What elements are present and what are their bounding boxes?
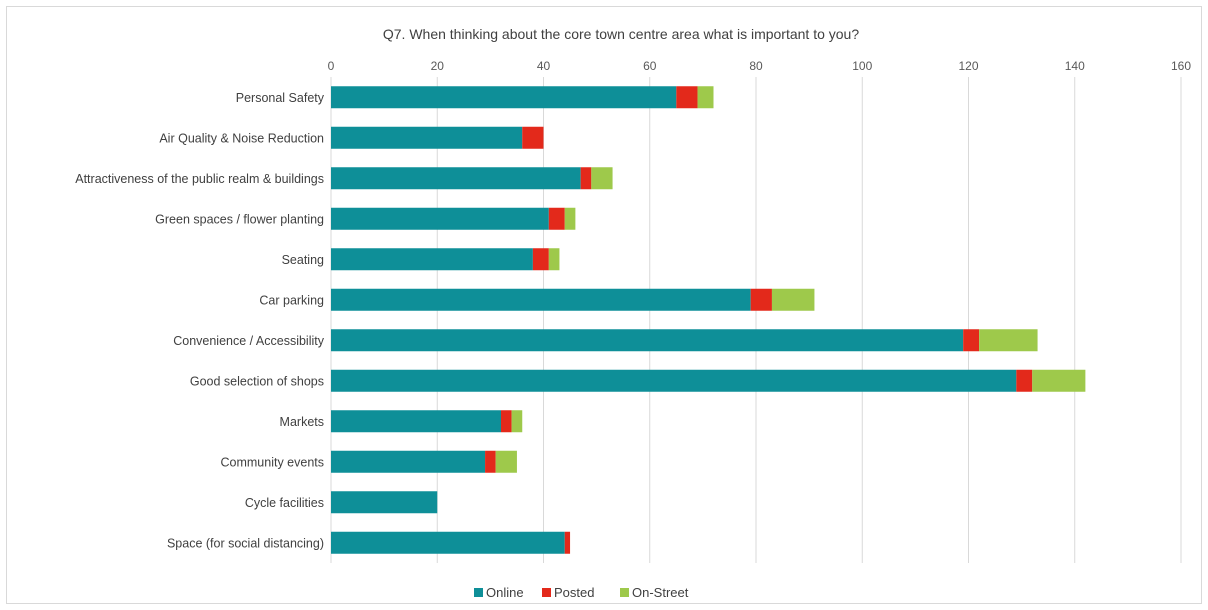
bar-on-street (771, 288, 815, 311)
x-tick-label: 140 (1065, 59, 1085, 73)
category-labels: Personal Safety Air Quality & Noise Reduc… (75, 91, 324, 551)
x-tick-label: 40 (537, 59, 551, 73)
legend-label: On-Street (632, 585, 689, 600)
legend: Online Posted On-Street (474, 585, 689, 600)
bar-posted (532, 248, 549, 271)
bar-posted (580, 167, 592, 190)
category-label: Seating (282, 253, 324, 267)
bar-posted (1016, 369, 1033, 392)
category-label: Air Quality & Noise Reduction (159, 131, 324, 145)
bar-online (331, 207, 549, 230)
grid-layer (330, 77, 1182, 563)
x-tick-label: 160 (1171, 59, 1191, 73)
bar-online (331, 167, 581, 190)
x-tick-label: 100 (852, 59, 872, 73)
bar-online (331, 531, 565, 554)
legend-swatch (542, 588, 551, 597)
bar-online (331, 450, 486, 473)
bar-on-street (979, 329, 1038, 352)
chart-title: Q7. When thinking about the core town ce… (383, 26, 859, 42)
category-label: Green spaces / flower planting (155, 212, 324, 226)
category-label: Convenience / Accessibility (173, 334, 325, 348)
x-tick-label: 80 (749, 59, 763, 73)
bar-on-street (511, 410, 523, 433)
x-tick-labels: 0 20 40 60 80 100 120 140 160 (328, 59, 1192, 73)
bar-online (331, 369, 1017, 392)
bar-on-street (697, 86, 714, 109)
category-label: Personal Safety (236, 91, 325, 105)
bar-posted (564, 531, 571, 554)
bar-online (331, 491, 438, 514)
bar-on-street (1032, 369, 1086, 392)
category-label: Car parking (259, 293, 324, 307)
bar-posted (548, 207, 565, 230)
x-tick-label: 120 (958, 59, 978, 73)
bar-posted (750, 288, 772, 311)
category-label: Space (for social distancing) (167, 536, 324, 550)
bar-on-street (495, 450, 517, 473)
category-label: Community events (220, 455, 324, 469)
category-label: Attractiveness of the public realm & bui… (75, 172, 324, 186)
x-tick-label: 20 (431, 59, 445, 73)
category-label: Markets (280, 415, 324, 429)
legend-swatch (474, 588, 483, 597)
bar-online (331, 86, 677, 109)
bar-online (331, 248, 533, 271)
bar-on-street (591, 167, 613, 190)
bar-on-street (548, 248, 560, 271)
legend-label: Online (486, 585, 524, 600)
bar-posted (676, 86, 698, 109)
legend-label: Posted (554, 585, 594, 600)
chart-frame: Q7. When thinking about the core town ce… (6, 6, 1202, 604)
x-tick-label: 60 (643, 59, 657, 73)
bar-online (331, 329, 964, 352)
chart: Q7. When thinking about the core town ce… (75, 26, 1192, 600)
bar-posted (963, 329, 980, 352)
legend-swatch (620, 588, 629, 597)
bar-online (331, 288, 751, 311)
bar-posted (501, 410, 512, 433)
category-label: Cycle facilities (245, 496, 324, 510)
bar-online (331, 410, 501, 433)
x-tick-label: 0 (328, 59, 335, 73)
bars (331, 86, 1086, 554)
bar-on-street (564, 207, 576, 230)
bar-posted (522, 126, 544, 149)
bar-online (331, 126, 523, 149)
category-label: Good selection of shops (190, 374, 324, 388)
bar-posted (485, 450, 496, 473)
